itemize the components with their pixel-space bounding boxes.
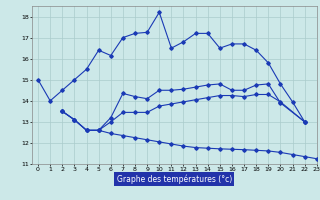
X-axis label: Graphe des températures (°c): Graphe des températures (°c) bbox=[117, 175, 232, 184]
